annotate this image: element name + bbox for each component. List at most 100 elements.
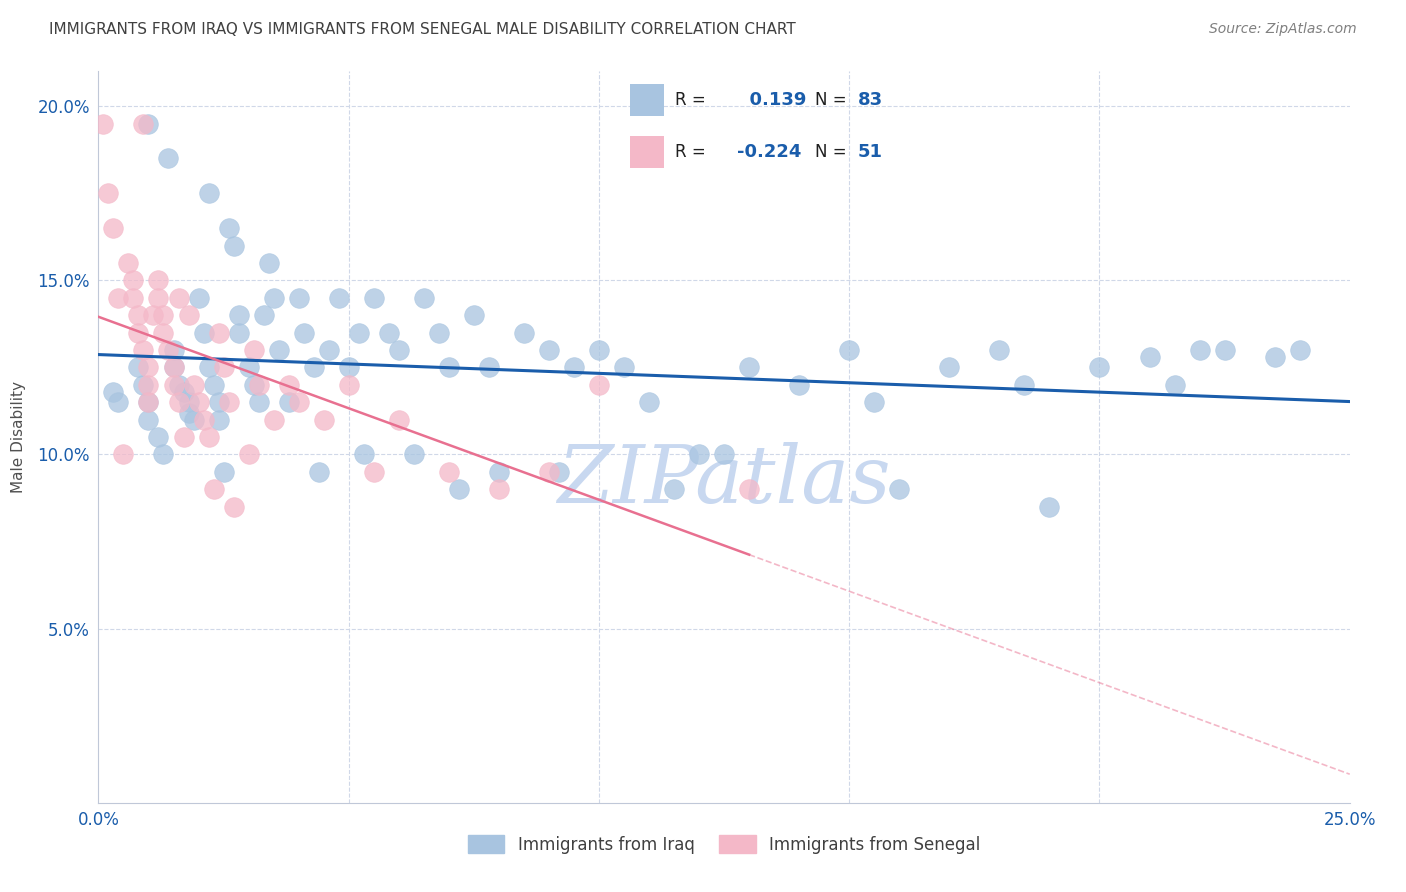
Point bbox=[437, 465, 460, 479]
Point bbox=[713, 448, 735, 462]
Point bbox=[562, 360, 585, 375]
Point bbox=[148, 273, 170, 287]
Point bbox=[162, 360, 184, 375]
Point bbox=[162, 377, 184, 392]
Point bbox=[173, 384, 195, 399]
Point bbox=[127, 360, 149, 375]
Point bbox=[588, 377, 610, 392]
Point bbox=[252, 308, 274, 322]
Point bbox=[207, 395, 229, 409]
Point bbox=[167, 291, 190, 305]
Point bbox=[112, 448, 135, 462]
Point bbox=[388, 412, 411, 426]
Point bbox=[148, 291, 170, 305]
Point bbox=[447, 483, 470, 497]
Point bbox=[662, 483, 685, 497]
Point bbox=[688, 448, 710, 462]
Point bbox=[238, 448, 260, 462]
Point bbox=[1014, 377, 1036, 392]
Point bbox=[93, 117, 115, 131]
Point bbox=[363, 291, 385, 305]
Point bbox=[193, 326, 215, 340]
Point bbox=[513, 326, 536, 340]
Point bbox=[157, 343, 180, 357]
Point bbox=[177, 395, 200, 409]
Point bbox=[183, 377, 205, 392]
Point bbox=[267, 343, 290, 357]
Point bbox=[177, 308, 200, 322]
Point bbox=[162, 360, 184, 375]
Point bbox=[222, 238, 245, 252]
Point bbox=[263, 412, 285, 426]
Point bbox=[183, 412, 205, 426]
Point bbox=[157, 152, 180, 166]
Point bbox=[138, 377, 160, 392]
Point bbox=[162, 343, 184, 357]
Point bbox=[402, 448, 425, 462]
Text: 83: 83 bbox=[858, 91, 883, 109]
Point bbox=[242, 377, 264, 392]
Point bbox=[107, 395, 129, 409]
Point bbox=[588, 343, 610, 357]
Point bbox=[347, 326, 370, 340]
Point bbox=[127, 326, 149, 340]
Point bbox=[318, 343, 340, 357]
Text: -0.224: -0.224 bbox=[737, 143, 801, 161]
Text: R =: R = bbox=[675, 91, 706, 109]
Point bbox=[437, 360, 460, 375]
Point bbox=[187, 395, 209, 409]
Point bbox=[488, 465, 510, 479]
Point bbox=[207, 412, 229, 426]
Point bbox=[197, 360, 219, 375]
Point bbox=[122, 291, 145, 305]
Point bbox=[193, 412, 215, 426]
Text: N =: N = bbox=[815, 91, 846, 109]
Point bbox=[412, 291, 434, 305]
Point bbox=[292, 326, 315, 340]
FancyBboxPatch shape bbox=[630, 136, 664, 168]
Point bbox=[138, 360, 160, 375]
Point bbox=[107, 291, 129, 305]
Point bbox=[363, 465, 385, 479]
Point bbox=[132, 117, 155, 131]
Point bbox=[117, 256, 139, 270]
Point bbox=[1188, 343, 1211, 357]
Point bbox=[738, 483, 761, 497]
Text: 51: 51 bbox=[858, 143, 883, 161]
Point bbox=[247, 377, 270, 392]
Point bbox=[537, 343, 560, 357]
Point bbox=[1139, 350, 1161, 364]
Point bbox=[138, 412, 160, 426]
Text: IMMIGRANTS FROM IRAQ VS IMMIGRANTS FROM SENEGAL MALE DISABILITY CORRELATION CHAR: IMMIGRANTS FROM IRAQ VS IMMIGRANTS FROM … bbox=[49, 22, 796, 37]
Point bbox=[328, 291, 350, 305]
Point bbox=[548, 465, 571, 479]
Point bbox=[263, 291, 285, 305]
Point bbox=[228, 308, 250, 322]
Point bbox=[173, 430, 195, 444]
Point bbox=[1264, 350, 1286, 364]
Point bbox=[167, 377, 190, 392]
Point bbox=[238, 360, 260, 375]
Point bbox=[377, 326, 399, 340]
Point bbox=[197, 430, 219, 444]
Point bbox=[228, 326, 250, 340]
Point bbox=[938, 360, 960, 375]
Point bbox=[738, 360, 761, 375]
Point bbox=[207, 326, 229, 340]
Point bbox=[222, 500, 245, 514]
Point bbox=[337, 360, 360, 375]
Point bbox=[197, 186, 219, 201]
Point bbox=[302, 360, 325, 375]
Point bbox=[312, 412, 335, 426]
Point bbox=[247, 395, 270, 409]
Point bbox=[638, 395, 661, 409]
Text: R =: R = bbox=[675, 143, 706, 161]
Point bbox=[103, 384, 125, 399]
Point bbox=[242, 343, 264, 357]
Point bbox=[257, 256, 280, 270]
Point bbox=[287, 291, 309, 305]
Point bbox=[103, 221, 125, 235]
Point bbox=[122, 273, 145, 287]
Y-axis label: Male Disability: Male Disability bbox=[11, 381, 27, 493]
Point bbox=[1213, 343, 1236, 357]
